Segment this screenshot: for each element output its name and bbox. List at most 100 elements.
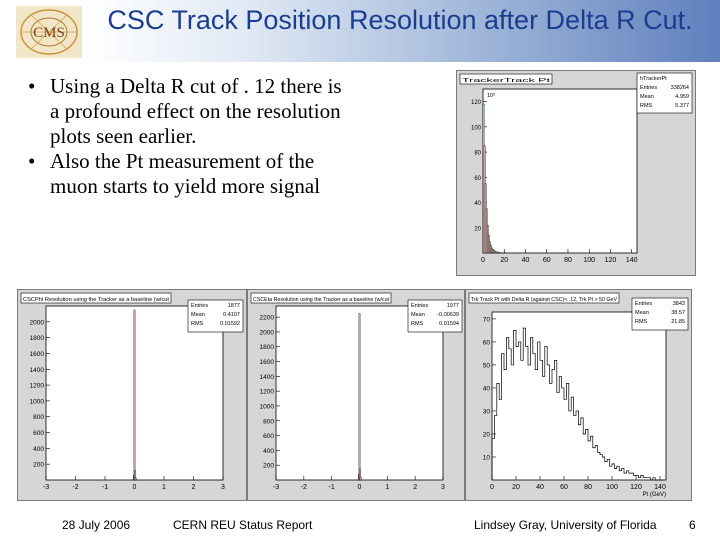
page-title: CSC Track Position Resolution after Delt… (107, 5, 693, 35)
x-tick-label: 0 (358, 484, 362, 491)
y-tick-label: 40 (474, 201, 481, 207)
y-tick-label: 800 (33, 414, 44, 421)
stats-value: 1977 (447, 303, 459, 309)
x-tick-label: -1 (329, 484, 335, 491)
footer-date: 28 July 2006 (62, 518, 131, 532)
histogram-bar (497, 251, 499, 254)
stats-value: 338264 (671, 85, 689, 91)
stats-label: Entries (191, 303, 208, 309)
y-exponent: 10³ (487, 93, 495, 99)
y-tick-label: 50 (483, 362, 491, 369)
stats-label: RMS (411, 321, 424, 327)
y-tick-label: 60 (474, 176, 481, 182)
y-tick-label: 1000 (260, 403, 275, 410)
plot-title: Trk Track Pt with Delta R (against CSC)<… (471, 297, 617, 303)
x-tick-label: 80 (584, 484, 592, 491)
y-tick-label: 20 (474, 226, 481, 232)
y-tick-label: 1200 (30, 383, 45, 390)
stats-label: Entries (640, 85, 657, 91)
y-tick-label: 1000 (30, 398, 45, 405)
y-tick-label: 60 (483, 339, 491, 346)
x-tick-label: 100 (606, 484, 618, 491)
y-tick-label: 40 (483, 385, 491, 392)
stats-value: 4.959 (675, 94, 689, 100)
plot-csc-eta-resolution: CSCEta Resolution using the Tracker as a… (247, 289, 465, 501)
x-tick-label: 100 (583, 257, 595, 264)
plot-title-box (459, 73, 553, 85)
y-tick-label: 30 (483, 408, 491, 415)
stats-value: 0.01592 (220, 321, 240, 327)
y-tick-label: 2000 (260, 329, 275, 336)
x-tick-label: 1 (162, 484, 166, 491)
stats-label: Mean (640, 94, 654, 100)
bullet-item: Using a Delta R cut of . 12 there is a p… (28, 74, 348, 149)
stats-label: RMS (640, 103, 653, 109)
histogram-bar (359, 476, 362, 481)
stats-value: 0.01594 (439, 321, 459, 327)
y-tick-label: 1400 (30, 367, 45, 374)
histogram-bar (495, 251, 498, 254)
stats-value: 1877 (228, 303, 240, 309)
stats-value: 5.377 (675, 103, 689, 109)
plot-tracker-pt: TrackerTrack Pt hTrackerPt Entries 338264 Me… (456, 70, 696, 276)
y-tick-label: 800 (263, 418, 274, 425)
plot-frame (482, 88, 638, 254)
x-tick-label: 0 (133, 484, 137, 491)
y-tick-label: 400 (263, 448, 274, 455)
y-tick-label: 80 (474, 151, 481, 157)
logo-text: CMS (33, 25, 65, 41)
y-tick-label: 600 (33, 430, 44, 437)
x-tick-label: 40 (536, 484, 544, 491)
stats-label: Mean (191, 312, 205, 318)
x-tick-label: 2 (192, 484, 196, 491)
bullet-item: Also the Pt measurement of the muon star… (28, 149, 348, 199)
plot-csc-phi-resolution: CSCPhi Resolution using the Tracker as a… (17, 289, 247, 501)
stats-box (636, 72, 693, 114)
y-tick-label: 1600 (30, 351, 45, 358)
y-tick-label: 10 (483, 454, 491, 461)
x-tick-label: -2 (72, 484, 78, 491)
y-tick-label: 1800 (260, 344, 275, 351)
histogram-bar (358, 313, 361, 481)
cms-logo: CMS (16, 6, 82, 58)
x-tick-label: 3 (221, 484, 225, 491)
x-tick-label: 1 (385, 484, 389, 491)
y-tick-label: 200 (263, 463, 274, 470)
stats-label: Mean (635, 310, 649, 316)
bullet-list: Using a Delta R cut of . 12 there is a p… (28, 74, 348, 199)
stats-value: 38.57 (671, 310, 685, 316)
x-tick-label: -2 (301, 484, 307, 491)
plot-title-box (468, 292, 620, 304)
footer-page-number: 6 (689, 518, 696, 532)
y-tick-label: 100 (471, 125, 482, 131)
y-tick-label: 1400 (260, 374, 275, 381)
y-tick-label: 1600 (260, 359, 275, 366)
x-tick-label: 120 (605, 257, 617, 264)
y-tick-label: 400 (33, 446, 44, 453)
stats-box (631, 297, 689, 331)
x-axis-label: Pt (GeV) (643, 492, 666, 498)
x-tick-label: 140 (626, 257, 638, 264)
x-tick-label: 3 (441, 484, 445, 491)
y-tick-label: 120 (471, 100, 482, 106)
stats-name: hTrackerPt (640, 76, 667, 82)
x-tick-label: 80 (564, 257, 572, 264)
footer-author: Lindsey Gray, University of Florida (474, 518, 657, 532)
plot-frame (491, 311, 667, 481)
footer-event: CERN REU Status Report (173, 518, 313, 532)
histogram-bar (133, 309, 136, 481)
y-tick-label: 70 (483, 316, 491, 323)
plot-trk-pt-delta-r: Trk Track Pt with Delta R (against CSC)<… (465, 289, 692, 501)
stats-label: Entries (411, 303, 428, 309)
y-tick-label: 200 (33, 462, 44, 469)
x-tick-label: 2 (413, 484, 417, 491)
stats-value: 0.4107 (223, 312, 240, 318)
stats-label: Entries (635, 301, 652, 307)
x-tick-label: 20 (512, 484, 520, 491)
y-tick-label: 600 (263, 433, 274, 440)
plot-title-box (250, 292, 392, 304)
stats-label: RMS (635, 319, 648, 325)
stats-label: Mean (411, 312, 425, 318)
stats-box (407, 299, 463, 333)
stats-value: -0.00639 (437, 312, 459, 318)
